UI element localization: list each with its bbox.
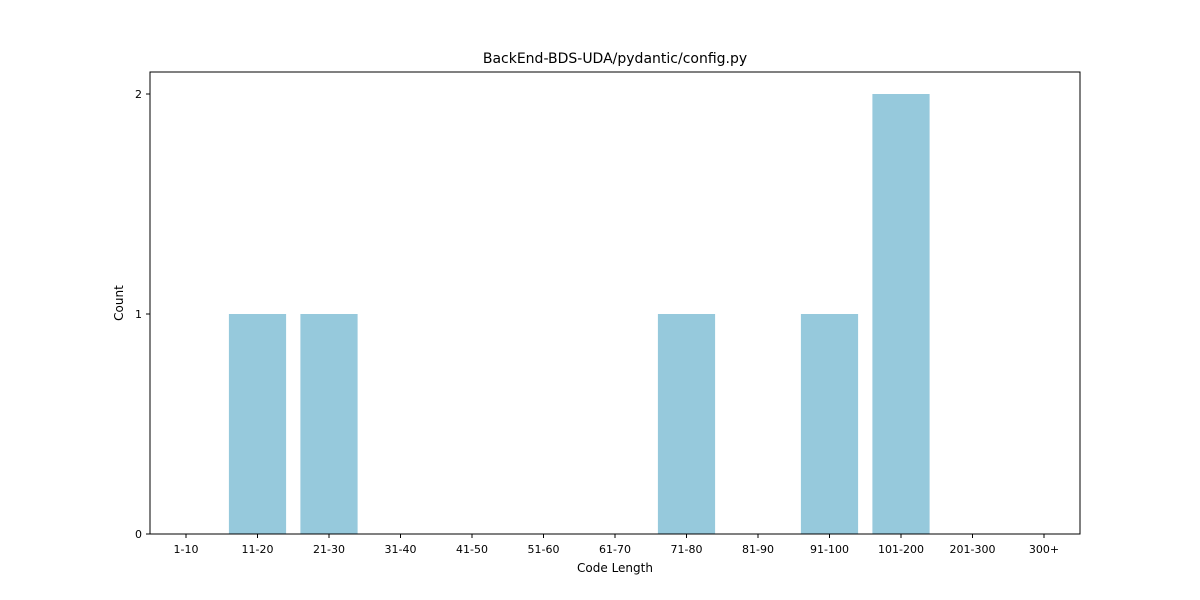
x-tick-label: 11-20 <box>242 543 274 556</box>
x-tick-label: 31-40 <box>385 543 417 556</box>
bar-101-200 <box>872 94 930 534</box>
x-tick-label: 1-10 <box>174 543 199 556</box>
bar-21-30 <box>300 314 358 534</box>
y-tick-label: 1 <box>135 308 142 321</box>
x-tick-label: 51-60 <box>528 543 560 556</box>
x-tick-label: 41-50 <box>456 543 488 556</box>
bars-group <box>228 94 930 534</box>
x-axis-ticks: 1-10 11-20 21-30 31-40 41-50 51-60 61-70 71-80 8… <box>174 534 1059 556</box>
x-axis-label: Code Length <box>577 561 653 575</box>
y-axis-ticks: 0 1 2 <box>135 88 150 541</box>
x-tick-label: 201-300 <box>950 543 996 556</box>
x-tick-label: 61-70 <box>599 543 631 556</box>
plot-frame <box>149 71 1081 535</box>
x-tick-label: 101-200 <box>878 543 924 556</box>
y-tick-label: 0 <box>135 528 142 541</box>
x-tick-label: 71-80 <box>671 543 703 556</box>
x-tick-label: 81-90 <box>742 543 774 556</box>
chart-title: BackEnd-BDS-UDA/pydantic/config.py <box>483 51 747 67</box>
x-tick-label: 300+ <box>1029 543 1059 556</box>
y-tick-label: 2 <box>135 88 142 101</box>
bar-91-100 <box>800 314 859 534</box>
x-tick-label: 91-100 <box>810 543 849 556</box>
y-axis-label: Count <box>112 285 126 321</box>
x-tick-label: 21-30 <box>313 543 345 556</box>
bar-71-80 <box>657 314 716 534</box>
bar-11-20 <box>228 314 287 534</box>
